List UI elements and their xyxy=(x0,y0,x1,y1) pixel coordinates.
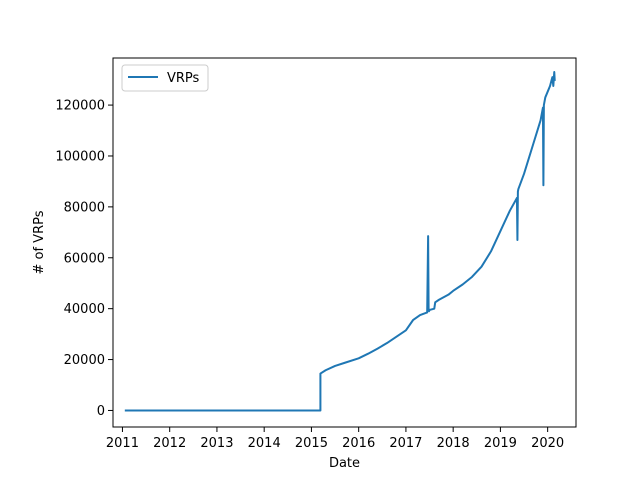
y-tick-label: 40000 xyxy=(64,302,105,317)
x-tick-label: 2019 xyxy=(484,436,517,451)
x-tick-label: 2018 xyxy=(437,436,470,451)
y-tick-label: 120000 xyxy=(55,99,105,114)
x-axis-label: Date xyxy=(329,456,360,471)
y-tick-label: 60000 xyxy=(64,251,105,266)
x-axis: 2011 2012 2013 2014 2015 2016 2017 2018 2019 2020 xyxy=(106,427,564,451)
legend: VRPs xyxy=(121,64,209,92)
y-axis: 0 20000 40000 60000 80000 100000 120000 xyxy=(55,99,113,419)
x-tick-label: 2020 xyxy=(531,436,564,451)
legend-box xyxy=(121,64,209,92)
x-tick-label: 2017 xyxy=(389,436,422,451)
x-tick-label: 2016 xyxy=(342,436,375,451)
series-line-vrps xyxy=(124,71,556,412)
legend-label-vrps: VRPs xyxy=(167,71,200,86)
x-tick-label: 2015 xyxy=(295,436,328,451)
x-tick-label: 2012 xyxy=(153,436,186,451)
y-tick-label: 0 xyxy=(97,404,105,419)
x-tick-label: 2013 xyxy=(200,436,233,451)
y-tick-label: 100000 xyxy=(55,149,105,164)
y-axis-label: # of VRPs xyxy=(32,210,47,274)
x-tick-label: 2011 xyxy=(106,436,139,451)
y-tick-label: 20000 xyxy=(64,353,105,368)
axes-frame xyxy=(112,57,577,428)
plot-area xyxy=(124,71,556,412)
x-tick-label: 2014 xyxy=(248,436,281,451)
y-tick-label: 80000 xyxy=(64,200,105,215)
